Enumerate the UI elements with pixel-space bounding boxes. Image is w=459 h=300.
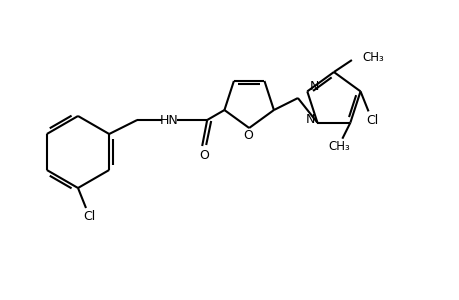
Text: Cl: Cl: [366, 114, 378, 127]
Text: O: O: [243, 128, 252, 142]
Text: CH₃: CH₃: [361, 50, 383, 64]
Text: Cl: Cl: [83, 209, 95, 223]
Text: O: O: [199, 148, 209, 161]
Text: CH₃: CH₃: [328, 140, 349, 153]
Text: N: N: [305, 113, 315, 126]
Text: N: N: [308, 80, 318, 93]
Text: HN: HN: [159, 113, 178, 127]
